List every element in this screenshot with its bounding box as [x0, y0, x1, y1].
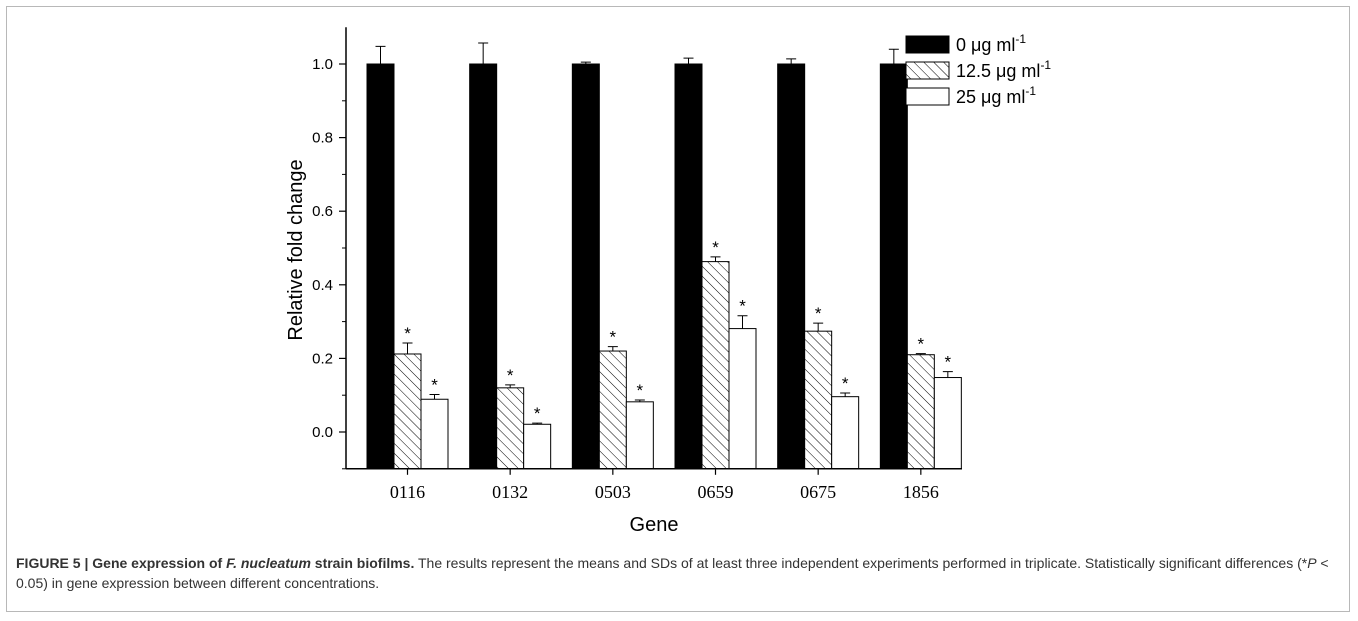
- significance-star-s2-0116: *: [431, 375, 438, 394]
- bar-s1-0659: [701, 261, 730, 470]
- x-tick-label-1856: 1856: [903, 482, 939, 502]
- bar-s0-0116: [366, 63, 395, 470]
- significance-star-s1-0503: *: [610, 328, 617, 347]
- x-tick-label-0675: 0675: [800, 482, 836, 502]
- y-tick-label-1.0: 1.0: [312, 56, 333, 73]
- significance-star-s2-0503: *: [637, 381, 644, 400]
- significance-star-s1-0116: *: [404, 324, 411, 343]
- error-bar-s2-0116: [429, 393, 440, 400]
- error-bar-s2-0503: [634, 399, 645, 402]
- y-axis-label: Relative fold change: [285, 159, 307, 340]
- error-bar-s1-0503: [607, 346, 618, 352]
- error-bar-s2-0659: [737, 315, 748, 329]
- legend-label-0: 0 μg ml-1: [956, 32, 1026, 55]
- error-bar-s1-0675: [813, 322, 824, 332]
- error-bar-s1-0132: [505, 384, 516, 388]
- significance-star-s2-1856: *: [945, 353, 952, 372]
- bar-s0-0659: [674, 63, 703, 470]
- y-tick-label-0.0: 0.0: [312, 424, 333, 441]
- x-tick-label-0659: 0659: [698, 482, 734, 502]
- bar-s1-0116: [393, 353, 422, 470]
- y-tick-label-0.6: 0.6: [312, 203, 333, 220]
- error-bar-s0-0659: [683, 57, 694, 64]
- bar-s2-0659: [728, 328, 757, 470]
- error-bar-s0-1856: [888, 48, 899, 64]
- bar-s1-0675: [804, 330, 833, 470]
- significance-star-s1-0675: *: [815, 304, 822, 323]
- legend-label-1: 12.5 μg ml-1: [956, 58, 1051, 81]
- significance-star-s2-0659: *: [739, 297, 746, 316]
- bar-s2-0675: [831, 396, 860, 470]
- error-bar-s2-1856: [942, 371, 953, 378]
- y-tick-label-0.4: 0.4: [312, 277, 333, 294]
- bar-s2-1856: [933, 377, 962, 470]
- bar-s1-0132: [496, 387, 525, 470]
- x-axis-label: Gene: [630, 514, 679, 536]
- error-bar-s2-0132: [532, 422, 543, 425]
- bar-s0-0132: [469, 63, 498, 470]
- figure-caption: FIGURE 5 | Gene expression of F. nucleat…: [16, 553, 1336, 593]
- significance-star-s1-0132: *: [507, 366, 514, 385]
- y-tick-label-0.8: 0.8: [312, 130, 333, 147]
- error-bar-s1-1856: [915, 353, 926, 355]
- significance-star-s1-0659: *: [712, 238, 719, 257]
- significance-star-s2-0675: *: [842, 374, 849, 393]
- error-bar-s1-0116: [402, 342, 413, 354]
- legend-label-2: 25 μg ml-1: [956, 84, 1036, 107]
- error-bar-s1-0659: [710, 256, 721, 262]
- caption-body: The results represent the means and SDs …: [16, 555, 1329, 591]
- legend-swatch-0: [905, 35, 950, 54]
- bar-s1-0503: [598, 350, 627, 470]
- caption-title: FIGURE 5 | Gene expression of F. nucleat…: [16, 555, 415, 571]
- bar-s2-0132: [523, 423, 552, 470]
- error-bar-s0-0675: [786, 58, 797, 64]
- bar-s2-0503: [625, 401, 654, 470]
- bar-s0-1856: [879, 63, 908, 470]
- x-tick-label-0116: 0116: [390, 482, 425, 502]
- significance-star-s1-1856: *: [918, 335, 925, 354]
- bar-chart: * * * * * * * * * * * * 0116 0132 0503 0659 0675 1856 0.0…: [285, 27, 1051, 536]
- bar-s2-0116: [420, 398, 449, 470]
- legend-swatch-2: [905, 87, 950, 106]
- error-bar-s2-0675: [840, 392, 851, 397]
- bar-s0-0675: [777, 63, 806, 470]
- x-tick-label-0503: 0503: [595, 482, 631, 502]
- significance-star-s2-0132: *: [534, 404, 541, 423]
- y-tick-label-0.2: 0.2: [312, 350, 333, 367]
- error-bar-s0-0132: [478, 42, 489, 64]
- legend-swatch-1: [905, 61, 950, 80]
- bar-s0-0503: [571, 63, 600, 470]
- x-tick-label-0132: 0132: [492, 482, 528, 502]
- error-bar-s0-0116: [375, 45, 386, 64]
- bar-s1-1856: [906, 354, 935, 470]
- error-bar-s0-0503: [580, 61, 591, 64]
